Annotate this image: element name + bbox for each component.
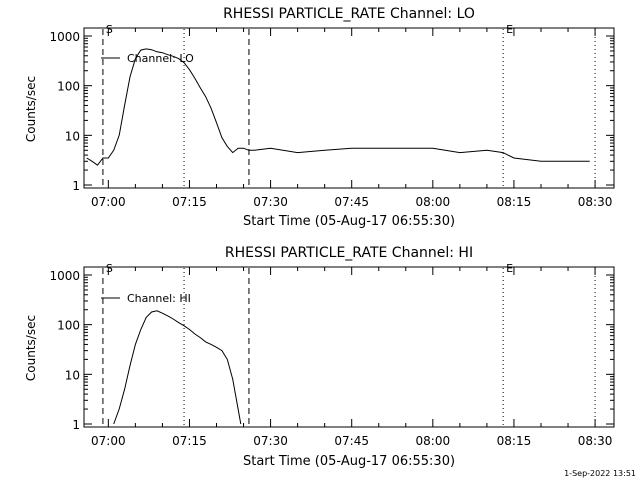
y-tick-label: 1 <box>72 418 80 432</box>
y-tick-label: 1000 <box>49 269 80 283</box>
time-marker-label: S <box>106 262 113 275</box>
y-axis-label-hi: Counts/sec <box>24 315 38 381</box>
y-tick-label: 100 <box>57 80 80 94</box>
x-axis-label-hi: Start Time (05-Aug-17 06:55:30) <box>243 454 455 469</box>
x-axis-label-lo: Start Time (05-Aug-17 06:55:30) <box>243 214 455 229</box>
panel-lo: RHESSI PARTICLE_RATE Channel: LO 1101001… <box>24 6 615 229</box>
y-tick-label: 10 <box>65 129 80 143</box>
x-tick-label: 07:15 <box>172 434 207 448</box>
x-tick-label: 07:00 <box>91 434 126 448</box>
x-tick-label: 07:45 <box>334 195 369 209</box>
footer-timestamp: 1-Sep-2022 13:51 <box>564 469 636 478</box>
legend-label-hi: Channel: HI <box>127 292 191 305</box>
panel-hi: RHESSI PARTICLE_RATE Channel: HI 1101001… <box>24 245 615 469</box>
x-tick-label: 08:15 <box>497 434 532 448</box>
x-axis-hi: 07:00 07:15 07:30 07:45 08:00 08:15 08:30 <box>91 267 612 448</box>
x-tick-label: 07:45 <box>334 434 369 448</box>
legend-label-lo: Channel: LO <box>127 52 194 65</box>
y-axis-label-lo: Counts/sec <box>24 76 38 142</box>
x-tick-label: 08:00 <box>416 434 451 448</box>
time-marker-label: E <box>506 262 513 275</box>
x-axis-lo: 07:00 07:15 07:30 07:45 08:00 08:15 08:30 <box>91 28 612 209</box>
series-line-hi <box>113 310 242 425</box>
y-tick-label: 100 <box>57 319 80 333</box>
x-tick-label: 07:30 <box>253 195 288 209</box>
series-line-lo <box>86 48 590 166</box>
chart-title-lo: RHESSI PARTICLE_RATE Channel: LO <box>223 6 475 22</box>
plot-frame-hi <box>83 266 615 428</box>
x-tick-label: 07:00 <box>91 195 126 209</box>
y-tick-label: 1 <box>72 179 80 193</box>
y-axis-hi: 1 10 100 1000 <box>49 269 614 432</box>
chart-title-hi: RHESSI PARTICLE_RATE Channel: HI <box>225 245 473 261</box>
time-marker-label: S <box>106 23 113 36</box>
x-tick-label: 07:30 <box>253 434 288 448</box>
x-tick-label: 08:30 <box>578 195 613 209</box>
time-marker-label: E <box>506 23 513 36</box>
x-tick-label: 08:30 <box>578 434 613 448</box>
x-tick-label: 08:00 <box>416 195 451 209</box>
x-tick-label: 08:15 <box>497 195 532 209</box>
y-tick-label: 1000 <box>49 30 80 44</box>
plot-frame-lo <box>83 27 615 189</box>
y-tick-label: 10 <box>65 368 80 382</box>
y-axis-lo: 1 10 100 1000 <box>49 30 614 193</box>
x-tick-label: 07:15 <box>172 195 207 209</box>
